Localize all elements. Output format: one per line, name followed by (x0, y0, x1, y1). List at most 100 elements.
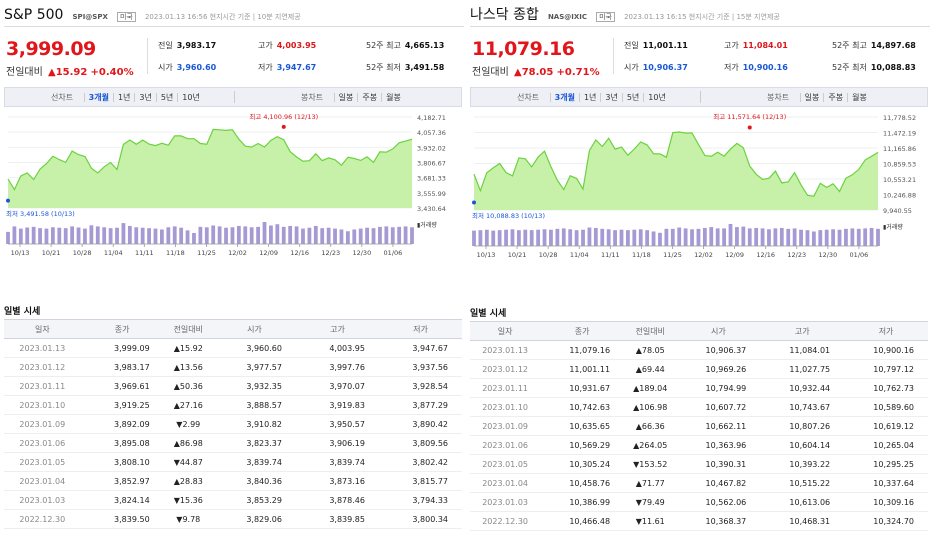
cell-high: 3,873.16 (295, 471, 379, 491)
tab-5-years[interactable]: 5년 (621, 93, 644, 102)
tab-3-months[interactable]: 3개월 (83, 93, 113, 102)
table-row: 2023.01.09 3,892.09 ▼2.99 3,910.82 3,950.57 3… (4, 414, 462, 434)
cell-open: 3,910.82 (212, 414, 296, 434)
tab-weekly[interactable]: 주봉 (357, 93, 382, 102)
tab-10-years[interactable]: 10년 (177, 93, 204, 102)
stat-open: 시가 10,906.37 (624, 62, 688, 73)
volume-bar (121, 223, 126, 244)
tab-monthly[interactable]: 월봉 (847, 93, 871, 102)
volume-bar (288, 225, 293, 244)
volume-bar (134, 227, 139, 244)
x-tick-label: 12/30 (818, 251, 837, 259)
volume-bar (779, 227, 784, 246)
column-header: 전일대비 (163, 319, 213, 339)
x-tick-label: 12/09 (725, 251, 744, 259)
table-row: 2023.01.05 3,808.10 ▼44.87 3,839.74 3,839.74… (4, 452, 462, 472)
tab-1-year[interactable]: 1년 (112, 93, 135, 102)
volume-bar (57, 227, 62, 244)
current-price: 3,999.09 (6, 38, 96, 60)
stat-label: 52주 최저 (832, 63, 867, 72)
tab-1-year[interactable]: 1년 (578, 93, 601, 102)
price-area (8, 129, 412, 208)
x-tick-label: 12/30 (352, 249, 371, 257)
tab-weekly[interactable]: 주봉 (823, 93, 848, 102)
tab-3-months[interactable]: 3개월 (549, 93, 579, 102)
stat-prev: 전일 3,983.17 (158, 40, 216, 51)
volume-bar (497, 230, 502, 246)
cell-change: ▲50.36 (163, 376, 213, 396)
change-label: 전일대비 (6, 67, 43, 78)
y-tick-label: 3,430.64 (417, 205, 446, 213)
volume-bar (378, 226, 382, 244)
candle-chart-label: 봉차트 (767, 93, 790, 102)
volume-bar (179, 227, 184, 244)
volume-bar (587, 227, 592, 246)
volume-bar (102, 227, 107, 244)
volume-bar (542, 229, 547, 246)
cell-change: ▼9.78 (163, 509, 213, 529)
table-header-row: 일자 종가 전일대비 시가 고가 저가 (4, 319, 462, 339)
y-tick-label: 11,778.52 (883, 114, 916, 122)
tab-10-years[interactable]: 10년 (643, 93, 670, 102)
table-row: 2023.01.06 10,569.29 ▲264.05 10,363.96 10,60… (470, 435, 928, 455)
cell-high: 10,515.22 (760, 473, 845, 493)
x-tick-label: 10/13 (477, 251, 496, 259)
stat-label: 시가 (158, 63, 173, 72)
stat-label: 52주 최고 (832, 41, 867, 50)
cell-date: 2023.01.05 (470, 454, 541, 474)
y-tick-label: 10,246.88 (883, 192, 916, 200)
volume-bar (799, 229, 803, 246)
table-row: 2023.01.06 3,895.08 ▲86.98 3,823.37 3,906.19… (4, 433, 462, 453)
daily-quotes-table: 일자 종가 전일대비 시가 고가 저가 2023.01.13 11,079.16 ▲78.05… (470, 321, 928, 531)
volume-bar (626, 230, 630, 246)
volume-bar (204, 227, 209, 244)
tab-daily[interactable]: 일봉 (799, 93, 824, 102)
min-marker (472, 200, 476, 205)
max-label: 최고 4,100.96 (12/13) (249, 112, 318, 121)
price-line (473, 131, 879, 197)
cell-open: 3,960.60 (212, 338, 296, 358)
volume-bar (153, 228, 158, 244)
cell-date: 2023.01.10 (4, 395, 81, 415)
volume-bar (18, 228, 23, 244)
cell-high: 3,839.85 (295, 509, 379, 529)
cell-low: 3,794.33 (378, 490, 462, 510)
tab-monthly[interactable]: 월봉 (381, 93, 405, 102)
y-tick-label: 10,859.53 (883, 161, 916, 169)
x-tick-label: 12/23 (321, 249, 340, 257)
cell-change: ▲78.05 (624, 340, 677, 360)
volume-bar (484, 229, 489, 246)
volume-bar (371, 228, 376, 244)
table-row: 2023.01.13 3,999.09 ▲15.92 3,960.60 4,003.95… (4, 338, 462, 358)
index-name: 나스닥 종합 (470, 7, 539, 23)
cell-change: ▲13.56 (163, 357, 213, 377)
x-tick-label: 12/23 (787, 251, 806, 259)
cell-open: 10,562.06 (676, 492, 761, 512)
tab-3-years[interactable]: 3년 (134, 93, 156, 102)
change-percent: +0.71% (556, 67, 600, 78)
volume-bar (760, 228, 765, 246)
cell-low: 10,265.04 (844, 435, 928, 455)
stat-value: 11,084.01 (742, 41, 788, 50)
tab-daily[interactable]: 일봉 (333, 93, 358, 102)
volume-bar (217, 226, 222, 244)
volume-bar (767, 229, 771, 246)
cell-low: 10,295.25 (844, 454, 928, 474)
tab-5-years[interactable]: 5년 (155, 93, 178, 102)
index-name: S&P 500 (4, 7, 64, 23)
cell-high: 11,084.01 (760, 340, 845, 360)
tab-3-years[interactable]: 3년 (600, 93, 622, 102)
y-tick-label: 9,940.55 (883, 207, 912, 215)
table-row: 2023.01.10 3,919.25 ▲27.16 3,888.57 3,919.83… (4, 395, 462, 415)
volume-bar (83, 228, 87, 244)
x-tick-label: 12/02 (228, 249, 247, 257)
volume-bar (837, 229, 842, 246)
volume-bar (510, 229, 515, 246)
cell-open: 3,888.57 (212, 395, 296, 415)
timestamp-info: 2023.01.13 16:15 현지시간 기준 | 15분 지연제공 (624, 13, 780, 21)
cell-low: 3,809.56 (378, 433, 462, 453)
stat-high: 고가 11,084.01 (724, 40, 788, 51)
y-tick-label: 11,165.86 (883, 145, 916, 153)
volume-bar (638, 229, 643, 246)
stat-value: 4,003.95 (276, 41, 317, 50)
